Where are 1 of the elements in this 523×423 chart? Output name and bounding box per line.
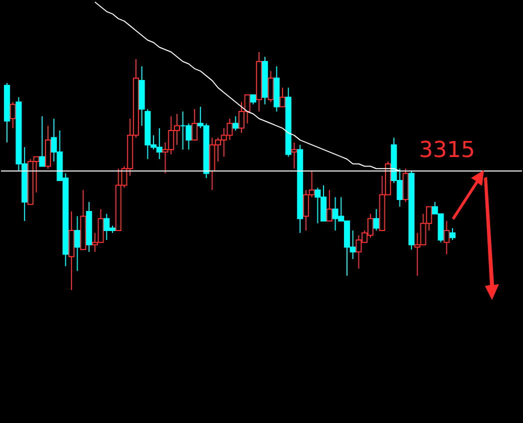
annotation: 3315 <box>419 138 475 163</box>
